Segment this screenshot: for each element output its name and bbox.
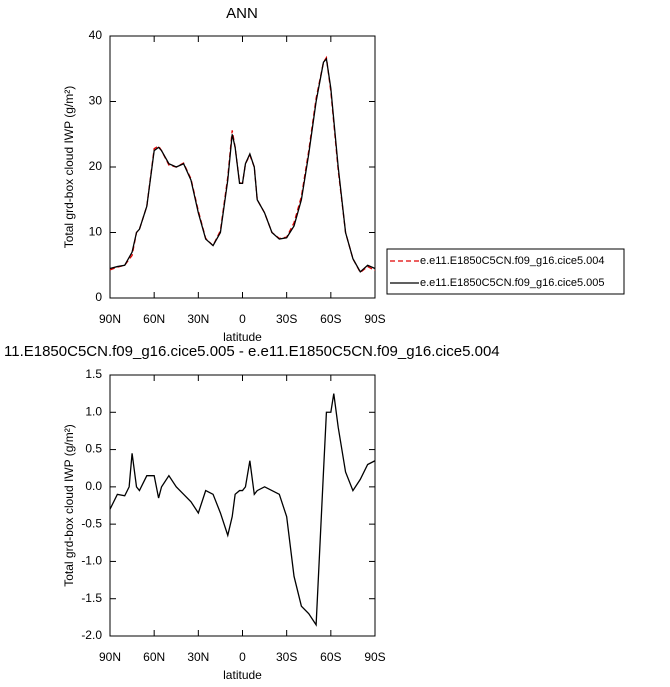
chart-title: ANN xyxy=(226,5,258,22)
y-tick-label: 20 xyxy=(89,159,103,173)
x-tick-label: 30S xyxy=(276,650,297,664)
legend-label: e.e11.E1850C5CN.f09_g16.cice5.005 xyxy=(420,277,605,289)
y-tick-label: -0.5 xyxy=(81,516,102,530)
legend-box xyxy=(386,248,625,295)
x-tick-label: 90N xyxy=(99,312,121,326)
legend-label: e.e11.E1850C5CN.f09_g16.cice5.004 xyxy=(420,255,605,267)
y-axis-label: Total grd-box cloud IWP (g/m²) xyxy=(62,86,76,249)
y-tick-label: 40 xyxy=(89,28,103,42)
x-tick-label: 90S xyxy=(364,650,385,664)
y-tick-label: -2.0 xyxy=(81,628,102,642)
data-line xyxy=(109,393,376,627)
chart-title: 11.E1850C5CN.f09_g16.cice5.005 - e.e11.E… xyxy=(4,343,500,360)
legend: e.e11.E1850C5CN.f09_g16.cice5.004 e.e11.E… xyxy=(386,248,625,295)
x-axis-label: latitude xyxy=(223,330,262,344)
plot-frame xyxy=(109,35,376,299)
y-tick-label: 1.0 xyxy=(85,404,102,418)
x-tick-label: 0 xyxy=(239,650,246,664)
plot-frame xyxy=(109,374,376,637)
x-tick-label: 90N xyxy=(99,650,121,664)
x-tick-label: 30N xyxy=(187,312,209,326)
y-tick-label: 30 xyxy=(89,94,103,108)
x-tick-label: 90S xyxy=(364,312,385,326)
x-axis-label: latitude xyxy=(223,668,262,682)
y-tick-label: 0 xyxy=(95,290,102,304)
y-tick-label: 10 xyxy=(89,225,103,239)
y-axis-label: Total grd-box cloud IWP (g/m²) xyxy=(62,424,76,587)
data-line xyxy=(109,55,376,274)
y-tick-label: -1.5 xyxy=(81,591,102,605)
y-tick-label: 0.5 xyxy=(85,442,102,456)
x-tick-label: 0 xyxy=(239,312,246,326)
x-tick-label: 30S xyxy=(276,312,297,326)
y-tick-label: 1.5 xyxy=(85,367,102,381)
x-tick-label: 60S xyxy=(320,650,341,664)
x-tick-label: 30N xyxy=(187,650,209,664)
x-tick-label: 60N xyxy=(143,650,165,664)
x-tick-label: 60N xyxy=(143,312,165,326)
data-line xyxy=(109,57,376,273)
x-tick-label: 60S xyxy=(320,312,341,326)
y-tick-label: 0.0 xyxy=(85,479,102,493)
y-tick-label: -1.0 xyxy=(81,554,102,568)
